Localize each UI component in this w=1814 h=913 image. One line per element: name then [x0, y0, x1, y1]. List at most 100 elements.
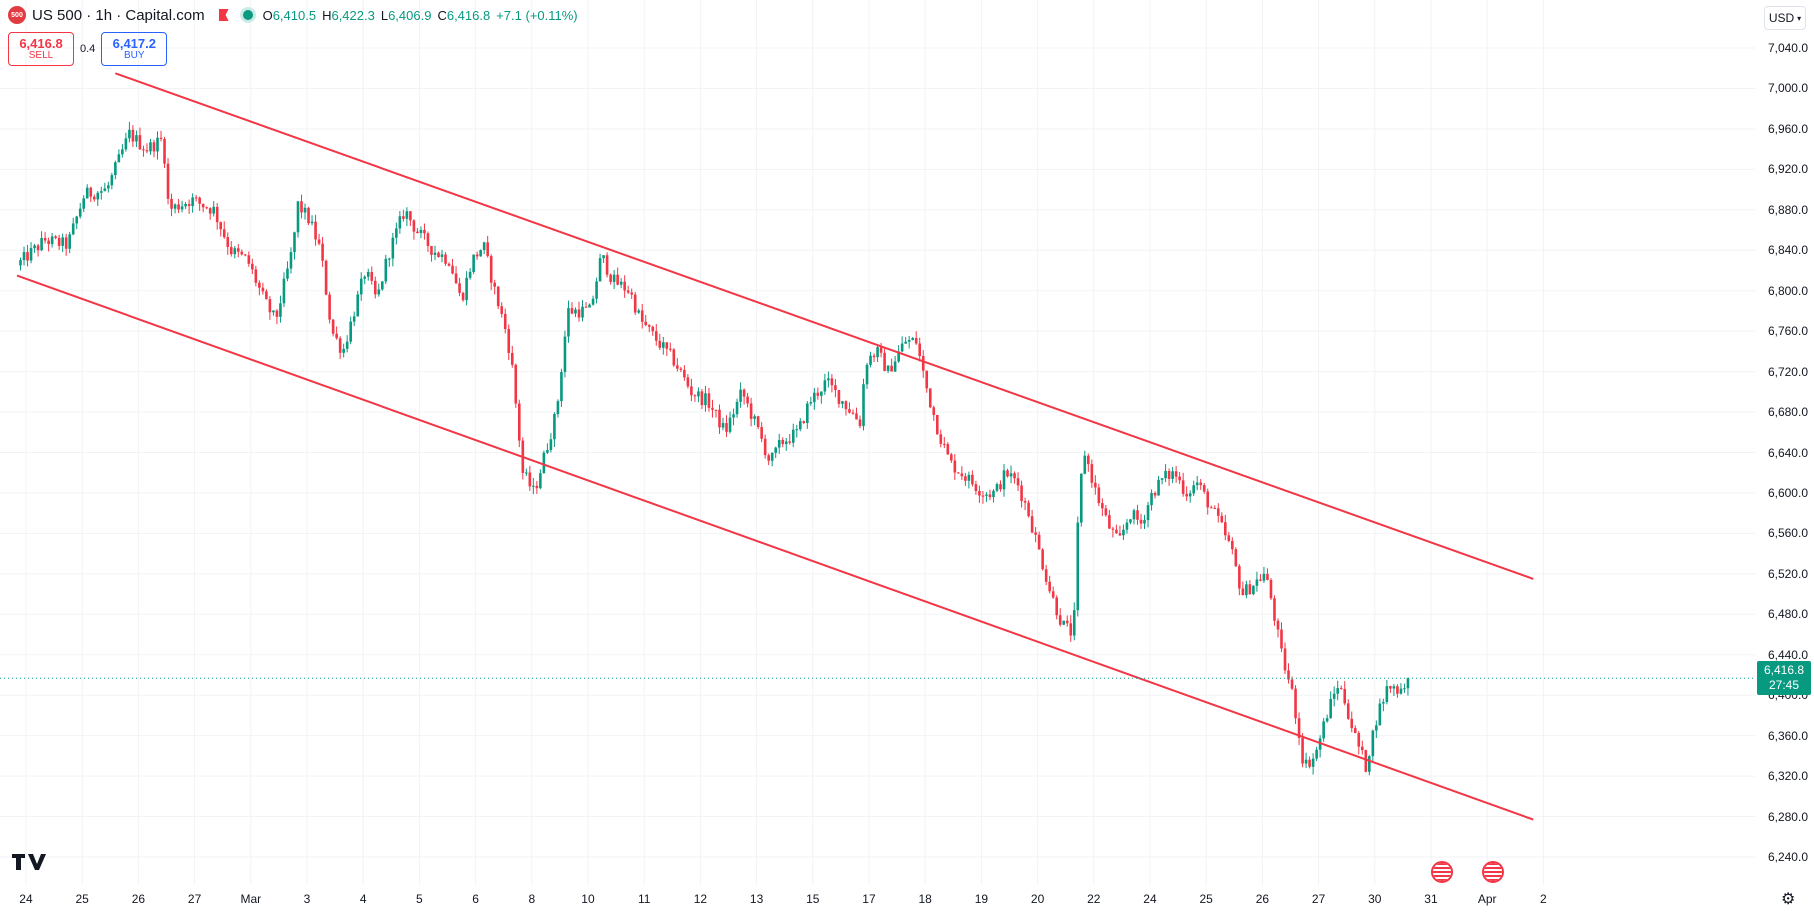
candle-body: [194, 197, 198, 199]
time-tick-label: 25: [75, 892, 89, 906]
sell-price: 6,416.8: [19, 35, 63, 51]
price-tick-label: 6,920.0: [1767, 162, 1808, 177]
time-tick-label: 5: [416, 892, 423, 906]
price-tick-label: 6,840.0: [1767, 243, 1808, 258]
candle-body: [960, 473, 964, 477]
candle-body: [893, 361, 897, 372]
candle-body: [1002, 470, 1006, 490]
candle-body: [468, 271, 472, 278]
candle-body: [486, 242, 489, 257]
candle-body: [879, 347, 883, 353]
candle-body: [749, 403, 753, 419]
candle-body: [177, 204, 180, 210]
candle-body: [848, 409, 851, 413]
candle-body: [1343, 688, 1347, 704]
candle-body: [247, 255, 251, 264]
candle-body: [131, 129, 135, 142]
candle-body: [180, 206, 184, 210]
candle-body: [855, 413, 858, 420]
candle-body: [240, 251, 244, 255]
candle-body: [753, 416, 756, 419]
candle-body: [251, 263, 254, 270]
candlestick-chart[interactable]: [0, 0, 1755, 885]
candle-body: [939, 434, 943, 444]
candle-body: [837, 390, 841, 404]
candle-body: [272, 310, 275, 313]
trade-panel: 6,416.8 SELL 0.4 6,417.2 BUY: [8, 32, 168, 66]
time-tick-label: 10: [581, 892, 595, 906]
candle-body: [725, 423, 728, 432]
gear-icon[interactable]: ⚙: [1781, 891, 1796, 908]
candle-body: [451, 265, 454, 274]
candle-body: [788, 441, 792, 443]
tradingview-logo-icon[interactable]: [12, 854, 46, 875]
candle-body: [1058, 615, 1062, 625]
market-open-icon: [242, 10, 253, 20]
candle-body: [279, 303, 282, 317]
candle-body: [1287, 670, 1290, 680]
candle-body: [697, 391, 700, 397]
candle-body: [335, 333, 338, 339]
candle-body: [1111, 528, 1115, 530]
candle-body: [229, 247, 233, 255]
currency-select[interactable]: USD ▾: [1764, 6, 1806, 30]
candle-body: [1027, 502, 1030, 517]
candle-body: [546, 449, 549, 453]
candle-body: [672, 349, 676, 366]
candle-body: [296, 201, 300, 233]
chart-area[interactable]: 500 US 500 · 1h · Capital.com O6,410.5 H…: [0, 0, 1755, 885]
chevron-down-icon: ▾: [1797, 13, 1802, 23]
trend-channel[interactable]: [16, 72, 1534, 821]
candle-body: [1273, 598, 1276, 621]
candle-body: [900, 343, 904, 352]
candle-body: [1150, 492, 1153, 506]
time-tick-label: 25: [1199, 892, 1213, 906]
candle-body: [1146, 505, 1150, 521]
candle-body: [85, 187, 89, 199]
candle-body: [813, 392, 816, 403]
time-axis[interactable]: 24 25 26 27 Mar 3 4 5 6 8 10 11 12 13 15 17 18 19 20 22 24 25…: [0, 885, 1755, 913]
candle-body: [1118, 533, 1122, 536]
candle-body: [577, 309, 581, 318]
ohlc-values: O6,410.5 H6,422.3 L6,406.9 C6,416.8 +7.1…: [263, 8, 578, 23]
channel-lower-line[interactable]: [16, 274, 1534, 821]
us-flag-event-icon[interactable]: [1482, 861, 1505, 883]
sell-button[interactable]: 6,416.8 SELL: [8, 32, 74, 66]
candle-body: [1276, 620, 1280, 630]
candle-body: [110, 175, 114, 186]
channel-upper-line[interactable]: [115, 72, 1534, 580]
candle-body: [1090, 464, 1094, 483]
candle-body: [103, 188, 107, 192]
candle-body: [609, 274, 612, 282]
candle-body: [419, 229, 423, 234]
candle-body: [700, 391, 704, 406]
candle-body: [876, 347, 879, 358]
candle-body: [1290, 679, 1294, 689]
candle-body: [995, 484, 999, 491]
candle-body: [686, 377, 690, 387]
candle-body: [1283, 648, 1287, 671]
symbol-title[interactable]: US 500 · 1h · Capital.com: [32, 6, 205, 24]
price-tick-label: 6,960.0: [1767, 121, 1808, 136]
candle-body: [532, 485, 535, 487]
candle-body: [612, 274, 616, 282]
candle-body: [1094, 482, 1097, 488]
candle-body: [714, 409, 718, 411]
candle-body: [317, 239, 321, 244]
low-value: 6,406.9: [388, 7, 432, 23]
candle-body: [149, 142, 152, 152]
candle-body: [138, 135, 142, 150]
candle-body: [549, 439, 553, 450]
candle-body: [156, 137, 159, 152]
price-axis[interactable]: USD ▾ 7,040.0 7,000.0 6,960.0 6,920.0 6,880.…: [1755, 0, 1814, 913]
candle-body: [50, 236, 54, 245]
flag-icon[interactable]: [218, 9, 229, 21]
candle-body: [208, 208, 212, 214]
candle-body: [981, 495, 985, 497]
candle-body: [1122, 529, 1125, 536]
candle-body: [1143, 520, 1146, 524]
candle-body: [1350, 718, 1354, 729]
us-flag-event-icon[interactable]: [1431, 861, 1454, 883]
buy-label: BUY: [124, 49, 145, 61]
buy-button[interactable]: 6,417.2 BUY: [101, 32, 168, 66]
